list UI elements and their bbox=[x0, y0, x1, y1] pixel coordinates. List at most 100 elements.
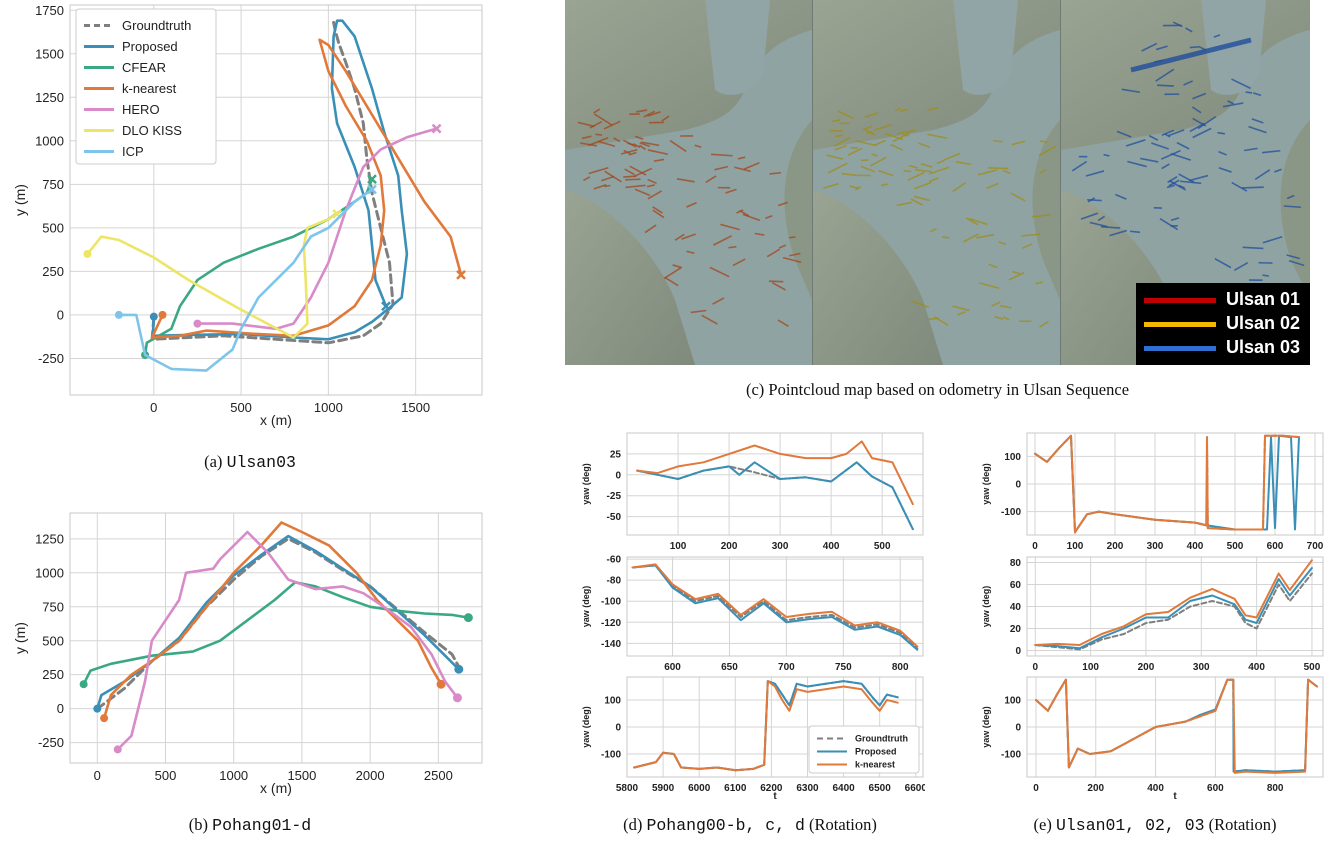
odometry-stroke bbox=[701, 314, 718, 325]
x-tick-label: 500 bbox=[1227, 541, 1244, 552]
x-tick-label: 6400 bbox=[832, 783, 855, 794]
x-tick-label: 650 bbox=[721, 662, 738, 673]
y-tick-label: -140 bbox=[601, 639, 621, 650]
odometry-stroke bbox=[1274, 168, 1282, 173]
odometry-stroke bbox=[778, 201, 788, 207]
y-axis-label: y (m) bbox=[12, 622, 28, 654]
odometry-stroke bbox=[943, 152, 961, 161]
odometry-stroke bbox=[778, 244, 787, 249]
odometry-stroke bbox=[987, 167, 1009, 170]
y-axis-label: y (m) bbox=[12, 184, 28, 216]
plot-frame bbox=[626, 432, 924, 536]
odometry-stroke bbox=[1148, 134, 1159, 141]
odometry-stroke bbox=[1008, 271, 1025, 281]
odometry-stroke bbox=[769, 171, 782, 175]
odometry-stroke bbox=[988, 263, 998, 269]
odometry-stroke bbox=[1252, 92, 1262, 97]
chart-pohang00d-yaw: 5800 5900 6000 6100 6200 6300 6400 6500 6600 -100… bbox=[581, 676, 925, 802]
series-end-marker bbox=[452, 693, 462, 703]
legend-label: Groundtruth bbox=[122, 18, 191, 33]
odometry-stroke bbox=[1159, 218, 1179, 231]
odometry-stroke bbox=[713, 235, 732, 246]
caption-a: (a) Ulsan03 bbox=[140, 452, 360, 472]
legend-label: HERO bbox=[122, 102, 160, 117]
chart-legend: Groundtruth Proposed k-nearest bbox=[808, 725, 920, 774]
series-line-proposed bbox=[151, 19, 409, 341]
series-group bbox=[631, 563, 919, 651]
x-axis-label: t bbox=[773, 791, 777, 802]
odometry-stroke bbox=[709, 266, 730, 278]
odometry-stroke bbox=[765, 215, 773, 220]
odometry-stroke bbox=[977, 169, 998, 176]
legend-label: ICP bbox=[122, 144, 144, 159]
odometry-stroke bbox=[929, 227, 937, 233]
odometry-stroke bbox=[1170, 152, 1192, 161]
odometry-stroke bbox=[1010, 192, 1026, 202]
odometry-stroke bbox=[1157, 84, 1174, 87]
odometry-stroke bbox=[907, 171, 925, 182]
series-line-k-nearest bbox=[631, 563, 919, 648]
x-tick-label: 500 bbox=[230, 400, 252, 415]
plot-area bbox=[70, 513, 482, 763]
x-tick-label: 500 bbox=[155, 768, 177, 783]
odometry-stroke bbox=[1192, 92, 1207, 100]
y-tick-label: 500 bbox=[42, 220, 64, 235]
y-tick-label: 1000 bbox=[35, 565, 64, 580]
x-tick-label: 1000 bbox=[219, 768, 248, 783]
odometry-stroke bbox=[742, 213, 761, 222]
odometry-stroke bbox=[705, 175, 717, 184]
caption-d: (d) Pohang00-b, c, d (Rotation) bbox=[575, 815, 925, 835]
odometry-stroke bbox=[910, 299, 929, 309]
odometry-stroke bbox=[712, 297, 725, 305]
map-legend: Ulsan 01 Ulsan 02 Ulsan 03 bbox=[1136, 283, 1310, 365]
y-tick-label: 1750 bbox=[35, 3, 64, 18]
series-line-k-nearest bbox=[1034, 559, 1313, 646]
odometry-stroke bbox=[1183, 80, 1193, 86]
x-axis-label: x (m) bbox=[260, 780, 292, 796]
odometry-stroke bbox=[588, 167, 609, 175]
plot-frame bbox=[1026, 556, 1324, 657]
odometry-stroke bbox=[1103, 153, 1110, 157]
series-start-marker bbox=[158, 310, 167, 319]
x-tick-label: 0 bbox=[150, 400, 157, 415]
odometry-stroke bbox=[1166, 184, 1175, 189]
y-axis-label: yaw (deg) bbox=[581, 706, 591, 748]
odometry-stroke bbox=[827, 162, 848, 174]
x-tick-label: 2500 bbox=[424, 768, 453, 783]
odometry-stroke bbox=[1176, 141, 1190, 150]
y-axis-label: yaw (deg) bbox=[981, 706, 991, 748]
odometry-stroke bbox=[860, 165, 876, 173]
odometry-stroke bbox=[1189, 45, 1200, 49]
plot-frame bbox=[1026, 676, 1324, 778]
odometry-stroke bbox=[604, 170, 622, 183]
y-tick-label: -25 bbox=[607, 491, 622, 502]
odometry-stroke bbox=[732, 258, 746, 267]
series-end-marker bbox=[381, 301, 391, 312]
odometry-stroke bbox=[1002, 169, 1011, 175]
map-panel-ulsan01 bbox=[565, 0, 812, 365]
legend-label: Proposed bbox=[122, 39, 178, 54]
x-tick-label: 800 bbox=[892, 662, 909, 673]
odometry-stroke bbox=[1169, 180, 1187, 191]
odometry-stroke bbox=[900, 108, 909, 112]
y-axis-label: yaw (deg) bbox=[581, 463, 591, 505]
odometry-stroke bbox=[628, 151, 637, 156]
odometry-stroke bbox=[686, 201, 697, 208]
odometry-stroke bbox=[884, 132, 904, 141]
y-tick-label: 100 bbox=[1004, 695, 1021, 706]
odometry-stroke bbox=[965, 217, 979, 226]
odometry-stroke bbox=[639, 142, 651, 148]
odometry-stroke bbox=[634, 188, 651, 197]
odometry-stroke bbox=[1127, 160, 1147, 168]
odometry-stroke bbox=[957, 310, 966, 316]
odometry-stroke bbox=[676, 178, 695, 183]
odometry-stroke bbox=[823, 182, 839, 190]
x-tick-label: 500 bbox=[1304, 662, 1321, 673]
odometry-stroke bbox=[1109, 229, 1127, 237]
odometry-stroke bbox=[841, 172, 857, 177]
odometry-stroke bbox=[1179, 180, 1202, 185]
series-group bbox=[79, 521, 473, 754]
odometry-stroke bbox=[674, 233, 685, 241]
series-line-proposed bbox=[631, 564, 919, 651]
odometry-stroke bbox=[837, 110, 855, 120]
